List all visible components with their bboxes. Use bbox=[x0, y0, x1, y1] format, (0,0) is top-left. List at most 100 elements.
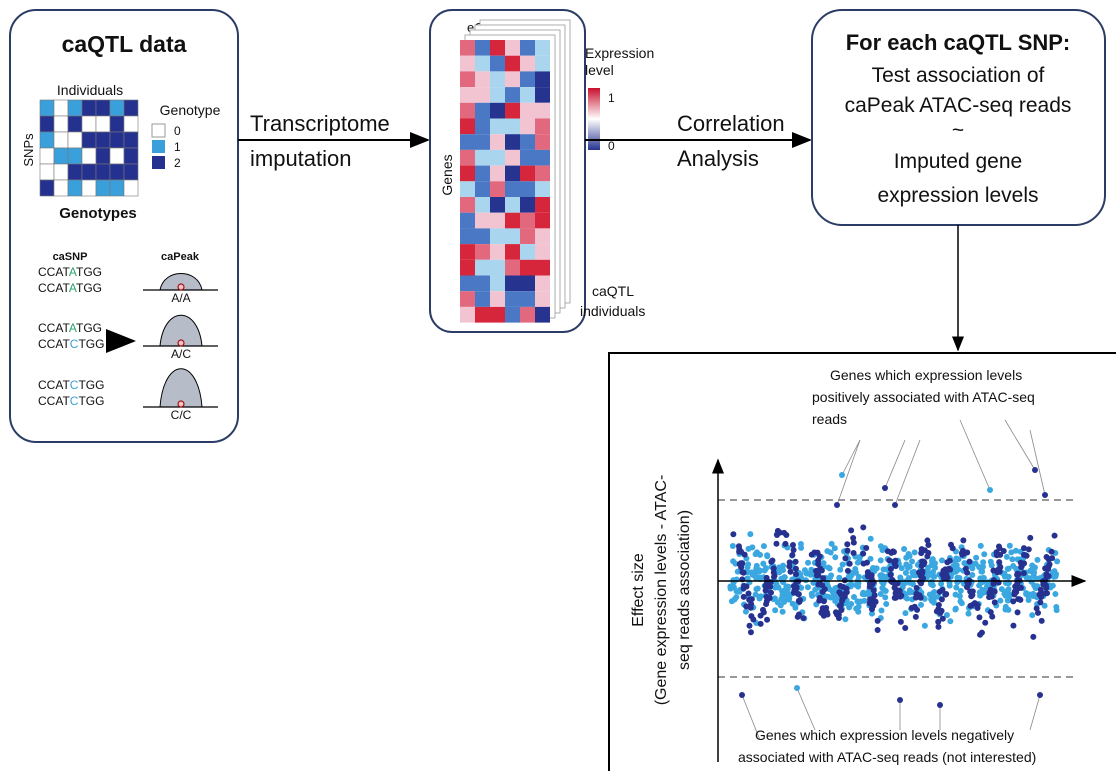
heatmap-cell bbox=[475, 244, 490, 260]
dot bbox=[874, 565, 880, 571]
heatmap-cell bbox=[505, 228, 520, 244]
box-text: Imputed gene bbox=[894, 150, 1022, 173]
dot bbox=[760, 607, 766, 613]
dot bbox=[909, 605, 915, 611]
heatmap-cell bbox=[475, 56, 490, 72]
dot bbox=[954, 579, 960, 585]
dot bbox=[1016, 596, 1022, 602]
heatmap-cell bbox=[96, 148, 110, 164]
dot bbox=[1009, 556, 1015, 562]
dot bbox=[867, 596, 873, 602]
dot bbox=[935, 619, 941, 625]
dot bbox=[819, 609, 825, 615]
dot bbox=[1040, 582, 1046, 588]
heatmap-cell bbox=[520, 276, 535, 292]
dot bbox=[1008, 549, 1014, 555]
heatmap-cell bbox=[535, 291, 550, 307]
dot bbox=[840, 562, 846, 568]
heatmap-cell bbox=[460, 134, 475, 150]
dot bbox=[911, 569, 917, 575]
heatmap-cell bbox=[490, 291, 505, 307]
dot bbox=[743, 609, 749, 615]
heatmap-cell bbox=[460, 244, 475, 260]
dot bbox=[865, 572, 871, 578]
dot bbox=[898, 619, 904, 625]
dot bbox=[901, 546, 907, 552]
dot bbox=[1023, 591, 1029, 597]
dot bbox=[977, 632, 983, 638]
dot bbox=[987, 487, 993, 493]
heatmap-cell bbox=[490, 307, 505, 323]
leader-line bbox=[1030, 695, 1040, 730]
dot bbox=[1003, 593, 1009, 599]
dot bbox=[836, 589, 842, 595]
dot bbox=[916, 592, 922, 598]
dot bbox=[757, 552, 763, 558]
dot bbox=[870, 603, 876, 609]
box-text: expression levels bbox=[877, 184, 1038, 207]
dot bbox=[922, 623, 928, 629]
legend-label: 0 bbox=[174, 124, 181, 138]
heatmap-cell bbox=[520, 119, 535, 135]
heatmap-cell bbox=[535, 197, 550, 213]
heatmap-cell bbox=[460, 307, 475, 323]
dot bbox=[730, 558, 736, 564]
dot bbox=[888, 550, 894, 556]
dot bbox=[882, 485, 888, 491]
heatmap-cell bbox=[124, 148, 138, 164]
label: caPeak bbox=[161, 251, 200, 263]
dot bbox=[892, 585, 898, 591]
dot bbox=[834, 502, 840, 508]
heatmap-cell bbox=[535, 244, 550, 260]
dot bbox=[948, 542, 954, 548]
heatmap-cell bbox=[520, 71, 535, 87]
dot bbox=[815, 558, 821, 564]
heatmap-cell bbox=[490, 213, 505, 229]
heatmap-cell bbox=[40, 132, 54, 148]
dot bbox=[745, 561, 751, 567]
heatmap-cell bbox=[124, 132, 138, 148]
leader-line bbox=[797, 688, 815, 730]
dot bbox=[764, 553, 770, 559]
dot bbox=[902, 610, 908, 616]
dot bbox=[947, 558, 953, 564]
dot bbox=[750, 616, 756, 622]
expression-stack bbox=[460, 20, 570, 323]
heatmap-cell bbox=[110, 148, 124, 164]
dot bbox=[844, 589, 850, 595]
dot bbox=[952, 606, 958, 612]
dot bbox=[781, 599, 787, 605]
dot bbox=[828, 572, 834, 578]
legend-title: Genotype bbox=[160, 102, 221, 118]
heatmap-cell bbox=[40, 148, 54, 164]
dot bbox=[1001, 548, 1007, 554]
heatmap-cell bbox=[124, 100, 138, 116]
box-title: For each caQTL SNP: bbox=[846, 30, 1071, 55]
heatmap-cell bbox=[535, 228, 550, 244]
heatmap-cell bbox=[475, 197, 490, 213]
sequence-part: CCAT bbox=[38, 281, 70, 295]
dot bbox=[1021, 560, 1027, 566]
heatmap-cell bbox=[520, 244, 535, 260]
heatmap-cell bbox=[490, 197, 505, 213]
dot bbox=[1005, 574, 1011, 580]
heatmap-cell bbox=[505, 213, 520, 229]
label: individuals bbox=[580, 303, 645, 319]
dot bbox=[928, 596, 934, 602]
dot bbox=[772, 595, 778, 601]
dot bbox=[919, 546, 925, 552]
dot bbox=[815, 581, 821, 587]
heatmap-cell bbox=[68, 132, 82, 148]
box-text: ~ bbox=[952, 119, 964, 142]
dot bbox=[892, 502, 898, 508]
heatmap-cell bbox=[40, 116, 54, 132]
dot bbox=[937, 702, 943, 708]
dot bbox=[916, 570, 922, 576]
dot bbox=[860, 551, 866, 557]
dot bbox=[1039, 618, 1045, 624]
heatmap-cell bbox=[490, 181, 505, 197]
dot bbox=[1052, 533, 1058, 539]
legend-title: level bbox=[585, 62, 614, 78]
dot bbox=[892, 595, 898, 601]
dot bbox=[850, 535, 856, 541]
